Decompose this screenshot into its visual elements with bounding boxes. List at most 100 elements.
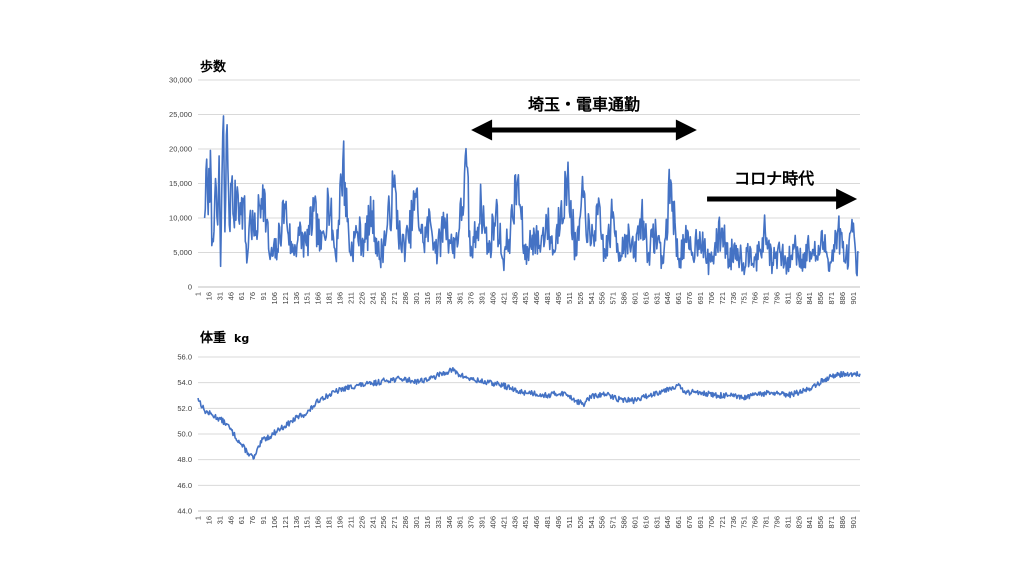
- weight-x-tick-label: 226: [357, 516, 366, 529]
- weight-x-tick-label: 481: [543, 516, 552, 529]
- steps-x-tick-label: 316: [423, 292, 432, 305]
- commute-arrow-head-left: [471, 119, 493, 141]
- steps-x-tick-label: 691: [696, 292, 705, 305]
- steps-x-tick-label: 286: [401, 292, 410, 305]
- steps-x-tick-label: 121: [281, 292, 290, 305]
- steps-x-tick-label: 376: [467, 292, 476, 305]
- weight-x-tick-label: 436: [510, 516, 519, 529]
- weight-x-tick-label: 766: [751, 516, 760, 529]
- steps-x-tick-label: 271: [390, 292, 399, 305]
- steps-x-tick-label: 256: [379, 292, 388, 305]
- weight-y-tick-label: 54.0: [177, 378, 192, 387]
- weight-y-tick-label: 56.0: [177, 353, 192, 362]
- steps-x-tick-label: 901: [849, 292, 858, 305]
- weight-x-tick-label: 541: [587, 516, 596, 529]
- steps-x-tick-label: 706: [707, 292, 716, 305]
- corona-arrow-head: [836, 188, 858, 210]
- weight-x-tick-label: 736: [729, 516, 738, 529]
- steps-x-tick-label: 631: [652, 292, 661, 305]
- steps-series-line: [203, 115, 860, 277]
- steps-x-tick-label: 451: [521, 292, 530, 305]
- weight-x-tick-label: 586: [620, 516, 629, 529]
- steps-x-tick-label: 406: [488, 292, 497, 305]
- steps-x-tick-label: 181: [325, 292, 334, 305]
- steps-x-tick-label: 91: [259, 292, 268, 300]
- steps-x-tick-label: 61: [237, 292, 246, 300]
- corona-annotation-label: コロナ時代: [734, 169, 814, 188]
- weight-x-tick-label: 796: [772, 516, 781, 529]
- steps-x-tick-label: 526: [576, 292, 585, 305]
- weight-y-tick-labels: 44.0 46.0 48.0 50.0 52.0 54.0 56.0: [177, 353, 192, 516]
- weight-x-tick-label: 886: [838, 516, 847, 529]
- weight-x-tick-label: 691: [696, 516, 705, 529]
- weight-x-tick-label: 616: [641, 516, 650, 529]
- weight-y-tick-label: 52.0: [177, 404, 192, 413]
- steps-x-tick-label: 796: [772, 292, 781, 305]
- weight-x-tick-label: 376: [467, 516, 476, 529]
- steps-x-tick-label: 871: [827, 292, 836, 305]
- steps-x-tick-label: 16: [204, 292, 213, 300]
- steps-x-tick-label: 556: [598, 292, 607, 305]
- weight-x-tick-label: 361: [456, 516, 465, 529]
- commute-arrow-head-right: [675, 119, 697, 141]
- weight-x-tick-label: 196: [336, 516, 345, 529]
- weight-x-tick-label: 391: [478, 516, 487, 529]
- steps-x-tick-label: 886: [838, 292, 847, 305]
- weight-x-tick-label: 241: [368, 516, 377, 529]
- weight-x-tick-label: 76: [248, 516, 257, 524]
- weight-x-tick-label: 346: [445, 516, 454, 529]
- steps-y-tick-label: 5,000: [173, 248, 192, 257]
- steps-y-tick-label: 20,000: [169, 145, 192, 154]
- steps-x-tick-label: 541: [587, 292, 596, 305]
- steps-x-tick-label: 751: [740, 292, 749, 305]
- weight-gridlines: [198, 356, 860, 512]
- steps-x-tick-label: 811: [783, 292, 792, 304]
- weight-x-tick-label: 496: [554, 516, 563, 529]
- weight-x-tick-label: 811: [783, 516, 792, 528]
- weight-x-tick-label: 781: [762, 516, 771, 529]
- steps-x-tick-label: 571: [609, 292, 618, 305]
- weight-y-tick-label: 50.0: [177, 430, 192, 439]
- weight-x-tick-label: 751: [740, 516, 749, 529]
- steps-x-tick-label: 421: [499, 292, 508, 305]
- steps-x-tick-label: 211: [346, 292, 355, 304]
- steps-y-tick-label: 10,000: [169, 214, 192, 223]
- steps-y-tick-label: 15,000: [169, 179, 192, 188]
- steps-x-tick-label: 226: [357, 292, 366, 305]
- steps-x-tick-label: 466: [532, 292, 541, 305]
- steps-x-tick-label: 46: [226, 292, 235, 300]
- steps-y-tick-label: 0: [188, 283, 192, 292]
- weight-chart: 体重 kg 44.046.048.050.052.054.056.0 1 16 31…: [177, 330, 861, 529]
- corona-arrow: [707, 188, 858, 210]
- weight-x-tick-label: 316: [423, 516, 432, 529]
- steps-x-tick-label: 76: [248, 292, 257, 300]
- steps-x-tick-label: 586: [620, 292, 629, 305]
- weight-x-tick-label: 661: [674, 516, 683, 529]
- steps-x-tick-label: 601: [630, 292, 639, 305]
- weight-x-tick-label: 901: [849, 516, 858, 529]
- weight-x-tick-label: 301: [412, 516, 421, 529]
- weight-x-tick-labels: 1 16 31 46 61 76 91 106 121 136 151 166 181 196 211 226…: [194, 516, 858, 529]
- weight-unit-label: kg: [234, 332, 249, 345]
- weight-x-tick-label: 1: [194, 516, 203, 520]
- weight-x-tick-label: 451: [521, 516, 530, 529]
- steps-x-tick-label: 661: [674, 292, 683, 305]
- steps-x-tick-label: 1: [194, 292, 203, 296]
- weight-y-tick-label: 46.0: [177, 481, 192, 490]
- steps-x-tick-label: 331: [434, 292, 443, 305]
- steps-chart-title: 歩数: [200, 59, 227, 75]
- weight-x-tick-label: 181: [325, 516, 334, 529]
- weight-chart-title: 体重: [200, 330, 226, 346]
- weight-x-tick-label: 511: [565, 516, 574, 528]
- steps-x-tick-label: 841: [805, 292, 814, 305]
- weight-x-tick-label: 331: [434, 516, 443, 529]
- steps-x-tick-label: 856: [816, 292, 825, 305]
- weight-x-tick-label: 466: [532, 516, 541, 529]
- weight-x-tick-label: 526: [576, 516, 585, 529]
- weight-x-tick-label: 106: [270, 516, 279, 529]
- steps-x-tick-label: 781: [762, 292, 771, 305]
- weight-x-tick-label: 421: [499, 516, 508, 529]
- weight-x-tick-label: 676: [685, 516, 694, 529]
- weight-x-tick-label: 166: [314, 516, 323, 529]
- weight-series-line: [197, 367, 861, 460]
